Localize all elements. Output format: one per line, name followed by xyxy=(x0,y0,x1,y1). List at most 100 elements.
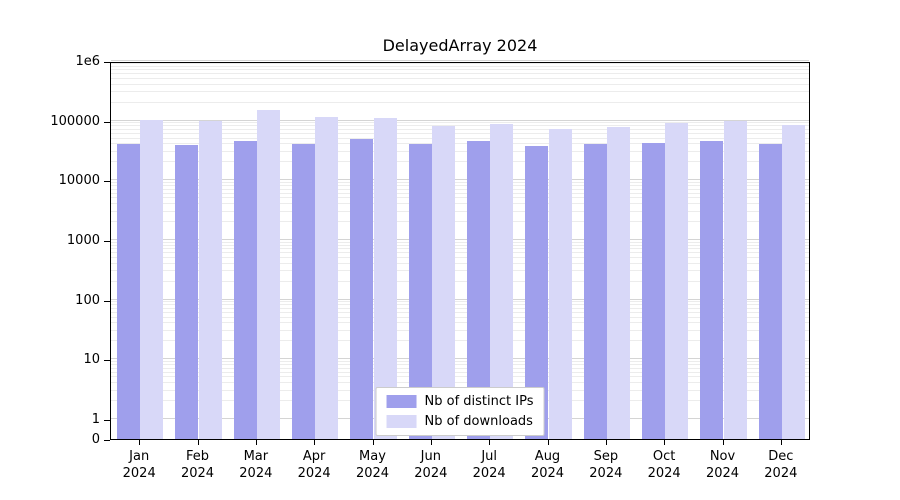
gridline-major xyxy=(111,60,809,61)
x-tick-label: Jun 2024 xyxy=(396,448,466,482)
gridline-minor xyxy=(111,361,809,363)
gridline-minor xyxy=(111,364,809,366)
bar-distinct-ips xyxy=(583,144,607,439)
bar-downloads xyxy=(723,120,747,439)
bar-downloads xyxy=(781,125,806,439)
bar-downloads xyxy=(256,110,281,439)
x-tick-label: Oct 2024 xyxy=(629,448,699,482)
y-tick-mark xyxy=(104,440,110,441)
plot-area: Nb of distinct IPs Nb of downloads xyxy=(110,60,810,440)
gridline-minor xyxy=(111,77,809,79)
gridline-minor xyxy=(111,311,809,313)
x-tick-year: 2024 xyxy=(297,466,331,481)
y-tick-mark xyxy=(104,241,110,242)
gridline-minor xyxy=(111,241,809,243)
gridline-minor xyxy=(111,161,809,163)
bar-downloads xyxy=(198,121,222,439)
gridline-minor xyxy=(111,367,809,369)
x-tick-year: 2024 xyxy=(122,466,156,481)
gridline-minor xyxy=(111,340,809,342)
bar-distinct-ips xyxy=(641,142,666,439)
bar-distinct-ips xyxy=(700,140,724,439)
gridline-minor xyxy=(111,192,809,194)
x-tick-label: Feb 2024 xyxy=(163,448,233,482)
y-tick-label: 1e6 xyxy=(75,54,100,69)
y-tick-mark xyxy=(104,121,110,123)
bar-distinct-ips xyxy=(525,146,549,439)
x-tick-mark xyxy=(430,440,432,445)
gridline-minor xyxy=(111,132,809,134)
x-tick-month: Feb xyxy=(185,449,210,464)
x-tick-year: 2024 xyxy=(239,466,273,481)
bar-distinct-ips xyxy=(116,144,141,439)
bar-distinct-ips xyxy=(408,143,432,439)
y-tick-label: 0 xyxy=(91,432,100,447)
bar-downloads xyxy=(315,117,339,439)
legend-label: Nb of distinct IPs xyxy=(424,394,534,409)
x-tick-year: 2024 xyxy=(647,466,681,481)
bar-distinct-ips xyxy=(175,145,199,439)
legend-entry: Nb of distinct IPs xyxy=(386,394,534,409)
legend-label: Nb of downloads xyxy=(424,414,533,429)
x-tick-mark xyxy=(139,440,141,445)
x-tick-label: Sep 2024 xyxy=(571,448,641,482)
gridline-minor xyxy=(111,210,809,212)
y-tick-mark xyxy=(104,181,110,183)
x-tick-mark xyxy=(372,440,374,445)
gridline-minor xyxy=(111,262,809,264)
gridline-minor xyxy=(111,307,809,309)
gridline-minor xyxy=(111,221,809,223)
bar-distinct-ips xyxy=(466,141,491,439)
gridline-minor xyxy=(111,69,809,71)
gridline-minor xyxy=(111,182,809,184)
x-tick-label: Jul 2024 xyxy=(454,448,524,482)
gridline-minor xyxy=(111,185,809,187)
gridline-minor xyxy=(111,65,809,67)
y-tick-label: 10 xyxy=(83,352,100,368)
x-tick-year: 2024 xyxy=(355,466,390,481)
x-tick-month: May xyxy=(359,449,386,464)
x-tick-mark xyxy=(197,440,199,445)
gridline-minor xyxy=(111,329,809,331)
bar-distinct-ips xyxy=(758,144,782,439)
gridline-major xyxy=(111,358,809,360)
x-tick-mark xyxy=(314,440,316,445)
bar-downloads xyxy=(140,119,164,439)
y-tick-label: 100 xyxy=(75,292,100,308)
bar-downloads xyxy=(665,123,689,439)
x-tick-label: Dec 2024 xyxy=(746,448,816,482)
x-tick-mark xyxy=(255,440,257,445)
gridline-major xyxy=(111,179,809,181)
gridline-minor xyxy=(111,62,809,64)
gridline-minor xyxy=(111,143,809,145)
chart-title: DelayedArray 2024 xyxy=(382,36,538,55)
x-tick-month: Dec xyxy=(768,449,794,464)
x-tick-label: May 2024 xyxy=(338,448,408,482)
x-tick-year: 2024 xyxy=(180,466,215,481)
x-tick-month: Sep xyxy=(593,449,619,464)
legend-swatch xyxy=(386,395,417,408)
y-tick-mark xyxy=(104,360,110,362)
gridline-minor xyxy=(111,122,809,124)
gridline-minor xyxy=(111,322,809,324)
legend-entry: Nb of downloads xyxy=(386,414,534,429)
x-tick-year: 2024 xyxy=(764,466,798,481)
x-tick-mark xyxy=(780,440,782,445)
y-axis: 0 1 10 100 1000 10000 100000 1e6 xyxy=(0,55,100,447)
gridline-minor xyxy=(111,382,809,384)
y-tick-mark xyxy=(104,62,110,63)
y-tick-mark xyxy=(104,300,110,302)
x-axis: Jan 2024 Feb 2024 Mar 2024 Apr 2024 May 2024 Jun 20… xyxy=(110,448,810,488)
gridline-minor xyxy=(111,316,809,318)
x-tick-month: Apr xyxy=(302,449,326,464)
legend: Nb of distinct IPs Nb of downloads xyxy=(375,387,545,436)
gridline-minor xyxy=(111,188,809,190)
gridline-major xyxy=(111,298,809,300)
x-tick-month: Nov xyxy=(709,449,736,464)
gridline-minor xyxy=(111,101,809,103)
x-tick-label: Nov 2024 xyxy=(688,448,758,482)
bar-downloads xyxy=(548,128,572,439)
gridline-minor xyxy=(111,252,809,254)
gridline-minor xyxy=(111,280,809,282)
x-tick-label: Mar 2024 xyxy=(221,448,291,482)
